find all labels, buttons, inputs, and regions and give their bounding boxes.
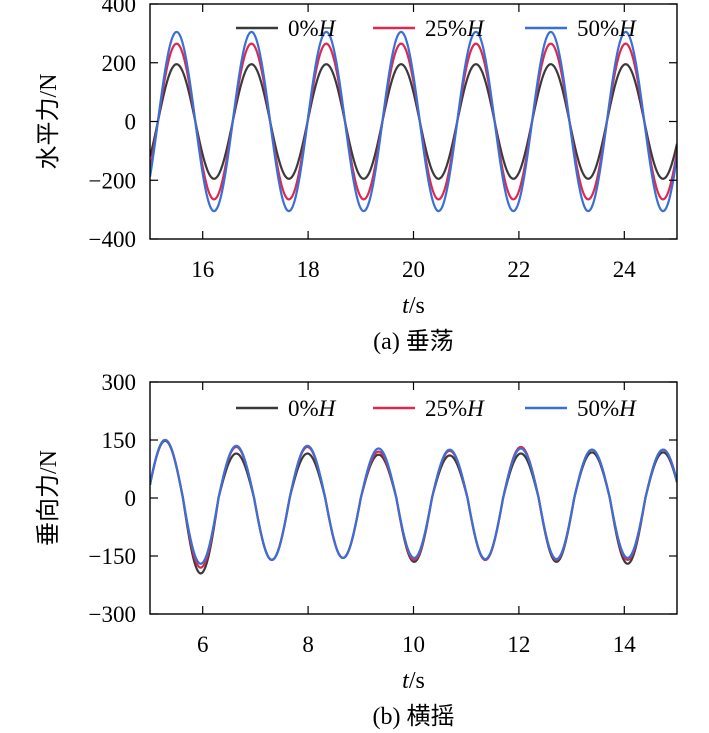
legend-label-num: 25% [425, 396, 467, 421]
legend-label-var: H [318, 396, 337, 421]
series-line-0pct [150, 63, 677, 180]
y-tick-label: 0 [125, 110, 137, 135]
legend-label-var: H [466, 396, 485, 421]
series-group [150, 30, 677, 213]
legend-label-num: 0% [288, 16, 319, 41]
x-tick-label: 14 [613, 632, 637, 657]
legend-label-var: H [318, 16, 337, 41]
legend-label: 50%H [577, 16, 637, 41]
x-tick-label: 12 [507, 632, 530, 657]
series-line-25pct [150, 42, 677, 201]
panel-caption: (a) 垂荡 [373, 328, 454, 355]
chart-panel-heave: 16 18 20 22 24 400 200 0 −200 −400 t/s 水平力/N (a) 垂荡 0… [35, 0, 678, 355]
x-axis-label-unit: /s [409, 668, 425, 694]
legend-label: 0%H [288, 16, 337, 41]
legend-label-var: H [618, 16, 637, 41]
series-line-50pct [150, 438, 677, 565]
legend: 0%H 25%H 50%H [236, 16, 637, 41]
y-axis-label: 水平力/N [35, 74, 62, 170]
legend-label-var: H [618, 396, 637, 421]
series-line-0pct [150, 439, 677, 575]
series-line-50pct [150, 30, 677, 213]
legend-label: 0%H [288, 396, 337, 421]
legend-label: 50%H [577, 396, 637, 421]
y-tick-label: 300 [102, 370, 137, 395]
y-tick-label: 400 [102, 0, 137, 17]
legend-label: 25%H [425, 396, 485, 421]
x-axis-label-var: t [402, 293, 410, 319]
x-tick-label: 20 [402, 257, 425, 282]
x-axis-label: t/s [402, 293, 425, 319]
x-tick-label: 8 [302, 632, 314, 657]
y-axis-label: 垂向力/N [35, 450, 62, 546]
y-tick-label: 200 [102, 51, 137, 76]
x-tick-label: 10 [402, 632, 425, 657]
x-tick-label: 16 [191, 257, 214, 282]
series-group [150, 438, 677, 575]
x-tick-label: 24 [613, 257, 637, 282]
legend-label-num: 0% [288, 396, 319, 421]
legend-label-num: 25% [425, 16, 467, 41]
x-tick-label: 18 [297, 257, 320, 282]
legend-label-num: 50% [577, 16, 619, 41]
legend: 0%H 25%H 50%H [236, 396, 637, 421]
legend-label-num: 50% [577, 396, 619, 421]
y-tick-label: −300 [89, 602, 136, 627]
x-tick-label: 22 [507, 257, 530, 282]
x-axis-label-unit: /s [409, 293, 425, 319]
legend-label: 25%H [425, 16, 485, 41]
x-axis-label-var: t [402, 668, 410, 694]
x-tick-label: 6 [197, 632, 209, 657]
y-tick-label: −400 [89, 227, 136, 252]
x-axis-label: t/s [402, 668, 425, 694]
y-tick-label: −150 [89, 544, 136, 569]
panel-caption: (b) 横摇 [373, 703, 455, 730]
y-tick-label: 0 [125, 486, 137, 511]
y-tick-label: 150 [102, 428, 137, 453]
legend-label-var: H [466, 16, 485, 41]
y-tick-label: −200 [89, 168, 136, 193]
